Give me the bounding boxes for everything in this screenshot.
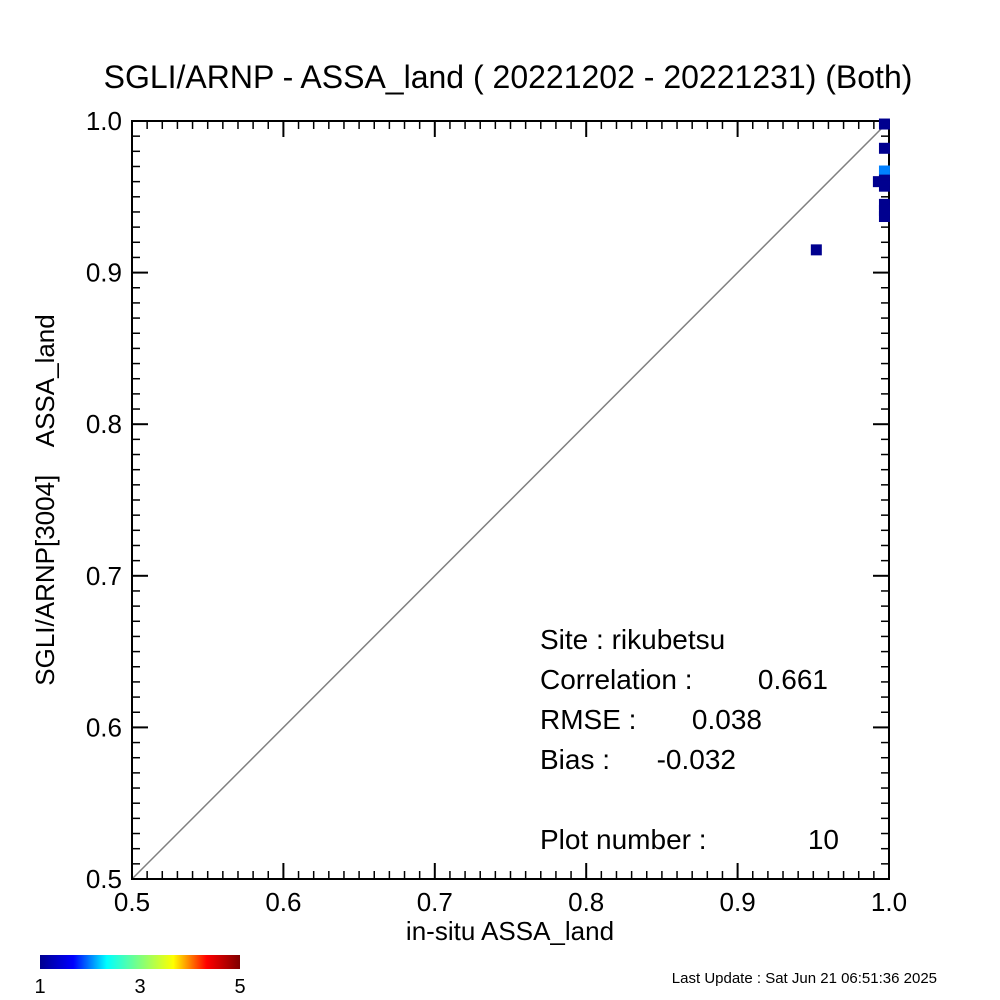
colorbar-gradient [40, 955, 240, 969]
colorbar-tick-label: 3 [134, 976, 145, 998]
stat-site: Site : rikubetsu [540, 624, 725, 655]
y-tick-label: 0.6 [86, 712, 122, 742]
stat-bias-label: Bias : [540, 744, 610, 775]
stat-rmse-value: 0.038 [692, 704, 762, 735]
colorbar-tick-label: 1 [34, 976, 45, 998]
data-point [878, 142, 890, 154]
x-tick-label: 1.0 [871, 887, 907, 917]
x-tick-label: 0.6 [265, 887, 301, 917]
y-tick-label: 0.8 [86, 409, 122, 439]
y-tick-labels: 0.5 0.6 0.7 0.8 0.9 1.0 [86, 106, 122, 894]
stat-plot-number-label: Plot number : [540, 824, 707, 855]
data-point [872, 176, 884, 188]
x-tick-labels: 0.5 0.6 0.7 0.8 0.9 1.0 [114, 887, 907, 917]
colorbar: 1 3 5 [34, 955, 246, 998]
stat-plot-number-value: 10 [808, 824, 839, 855]
y-tick-label: 0.5 [86, 864, 122, 894]
data-point [810, 244, 822, 256]
x-tick-label: 0.5 [114, 887, 150, 917]
colorbar-tick-labels: 1 3 5 [34, 976, 245, 998]
data-point [878, 204, 890, 216]
stat-rmse-label: RMSE : [540, 704, 636, 735]
y-tick-label: 0.9 [86, 258, 122, 288]
data-point [878, 165, 890, 177]
stat-correlation-value: 0.661 [758, 664, 828, 695]
data-point [878, 180, 890, 192]
stats-block: Site : rikubetsu Correlation : 0.661 RMS… [540, 624, 839, 855]
last-update-text: Last Update : Sat Jun 21 06:51:36 2025 [672, 970, 937, 987]
stat-bias-value: -0.032 [657, 744, 736, 775]
chart-title: SGLI/ARNP - ASSA_land ( 20221202 - 20221… [104, 59, 913, 95]
stat-correlation-label: Correlation : [540, 664, 693, 695]
x-tick-label: 0.8 [568, 887, 604, 917]
data-points [810, 118, 890, 256]
y-tick-label: 1.0 [86, 106, 122, 136]
x-tick-label: 0.7 [417, 887, 453, 917]
y-axis-label: SGLI/ARNP[3004] ASSA_land [30, 314, 60, 685]
colorbar-tick-label: 5 [234, 976, 245, 998]
data-point [878, 118, 890, 130]
minor-ticks [132, 121, 889, 879]
data-point [878, 198, 890, 210]
data-point [878, 211, 890, 223]
y-tick-label: 0.7 [86, 561, 122, 591]
x-tick-label: 0.9 [720, 887, 756, 917]
one-to-one-line [131, 120, 890, 880]
x-axis-label: in-situ ASSA_land [406, 916, 614, 946]
data-point [878, 174, 890, 186]
